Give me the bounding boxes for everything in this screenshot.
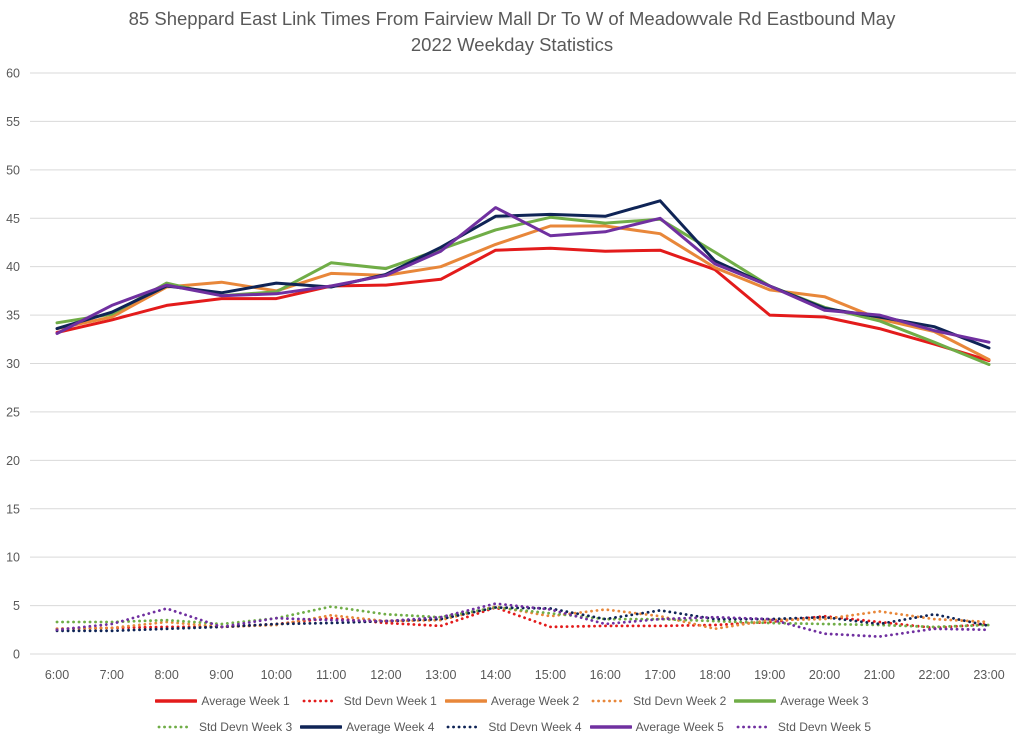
legend-item: Average Week 5 <box>589 720 724 734</box>
chart-title: 85 Sheppard East Link Times From Fairvie… <box>0 6 1024 58</box>
x-tick-label: 11:00 <box>316 668 346 682</box>
chart-title-line-2: 2022 Weekday Statistics <box>410 34 614 55</box>
x-tick-label: 7:00 <box>100 668 124 682</box>
y-tick-label: 30 <box>6 357 20 371</box>
dotted-line-swatch-icon <box>302 699 336 703</box>
series-line-std-devn-week-5 <box>55 602 991 638</box>
legend-item: Std Devn Week 3 <box>153 720 292 734</box>
y-tick-label: 15 <box>6 502 20 516</box>
dotted-line-swatch-icon <box>591 699 625 703</box>
legend-item: Average Week 4 <box>300 720 434 734</box>
x-axis-ticks: 6:00 7:00 8:00 9:00 10:00 11:00 12:00 13:00 14:0… <box>45 668 1005 682</box>
legend-label: Std Devn Week 2 <box>633 694 727 708</box>
y-tick-label: 60 <box>6 67 20 81</box>
x-tick-label: 19:00 <box>754 668 785 682</box>
solid-line-swatch-icon <box>734 699 777 703</box>
y-tick-label: 0 <box>13 648 20 662</box>
x-tick-label: 6:00 <box>45 668 69 682</box>
legend-label: Std Devn Week 3 <box>198 720 293 734</box>
x-tick-label: 12:00 <box>370 668 401 682</box>
legend-label: Average Week 1 <box>201 694 290 708</box>
x-tick-label: 18:00 <box>699 668 730 682</box>
legend-item: Std Devn Week 5 <box>732 720 871 734</box>
legend-item: Std Devn Week 4 <box>442 720 582 734</box>
x-tick-label: 16:00 <box>590 668 621 682</box>
x-tick-label: 23:00 <box>973 668 1004 682</box>
legend-row: Std Devn Week 3 Average Week 4 Std Devn We… <box>0 720 1024 734</box>
y-tick-label: 45 <box>6 212 20 226</box>
legend-label: Average Week 2 <box>490 694 580 708</box>
legend-row: Average Week 1 Std Devn Week 1 Average Wee… <box>0 694 1024 708</box>
y-tick-label: 55 <box>6 115 20 129</box>
legend-label: Average Week 3 <box>780 694 869 708</box>
legend-label: Std Devn Week 4 <box>488 720 582 734</box>
solid-line-swatch-icon <box>444 699 487 703</box>
legend-label: Average Week 4 <box>346 720 435 734</box>
x-tick-label: 10:00 <box>261 668 292 682</box>
series-line-average-week-1 <box>55 246 991 363</box>
gridlines <box>30 72 1016 655</box>
chart-title-line-1: 85 Sheppard East Link Times From Fairvie… <box>128 8 896 29</box>
y-tick-label: 5 <box>13 599 20 613</box>
legend-label: Average Week 5 <box>635 720 724 734</box>
y-tick-label: 40 <box>6 260 20 274</box>
y-tick-label: 50 <box>6 163 20 177</box>
y-tick-label: 25 <box>6 405 20 419</box>
series-line-average-week-5 <box>55 206 991 344</box>
x-tick-label: 15:00 <box>535 668 566 682</box>
series-lines <box>55 199 991 638</box>
legend-item: Average Week 3 <box>734 694 869 708</box>
solid-line-swatch-icon <box>300 725 343 729</box>
x-tick-label: 14:00 <box>480 668 511 682</box>
legend-label: Std Devn Week 5 <box>777 720 872 734</box>
x-tick-label: 21:00 <box>864 668 895 682</box>
y-tick-label: 35 <box>6 309 20 323</box>
legend-item: Std Devn Week 1 <box>298 694 437 708</box>
solid-line-swatch-icon <box>589 725 632 729</box>
solid-line-swatch-icon <box>155 699 198 703</box>
dotted-line-swatch-icon <box>157 725 191 729</box>
legend-item: Std Devn Week 2 <box>587 694 726 708</box>
series-line-std-devn-week-3 <box>55 605 991 629</box>
x-tick-label: 13:00 <box>425 668 456 682</box>
x-tick-label: 20:00 <box>809 668 840 682</box>
series-line-std-devn-week-4 <box>55 606 991 633</box>
y-tick-label: 10 <box>6 551 20 565</box>
y-axis-ticks: 0 5 10 15 20 25 30 35 40 45 50 55 60 <box>6 67 20 662</box>
x-tick-label: 17:00 <box>644 668 675 682</box>
x-tick-label: 9:00 <box>209 668 233 682</box>
x-tick-label: 22:00 <box>919 668 950 682</box>
series-line-average-week-2 <box>55 224 991 362</box>
y-tick-label: 20 <box>6 454 20 468</box>
legend-item: Average Week 2 <box>444 694 580 708</box>
legend-label: Std Devn Week 1 <box>343 694 437 708</box>
legend-item: Average Week 1 <box>155 694 290 708</box>
dotted-line-swatch-icon <box>736 725 770 729</box>
x-tick-label: 8:00 <box>154 668 178 682</box>
dotted-line-swatch-icon <box>447 725 480 729</box>
